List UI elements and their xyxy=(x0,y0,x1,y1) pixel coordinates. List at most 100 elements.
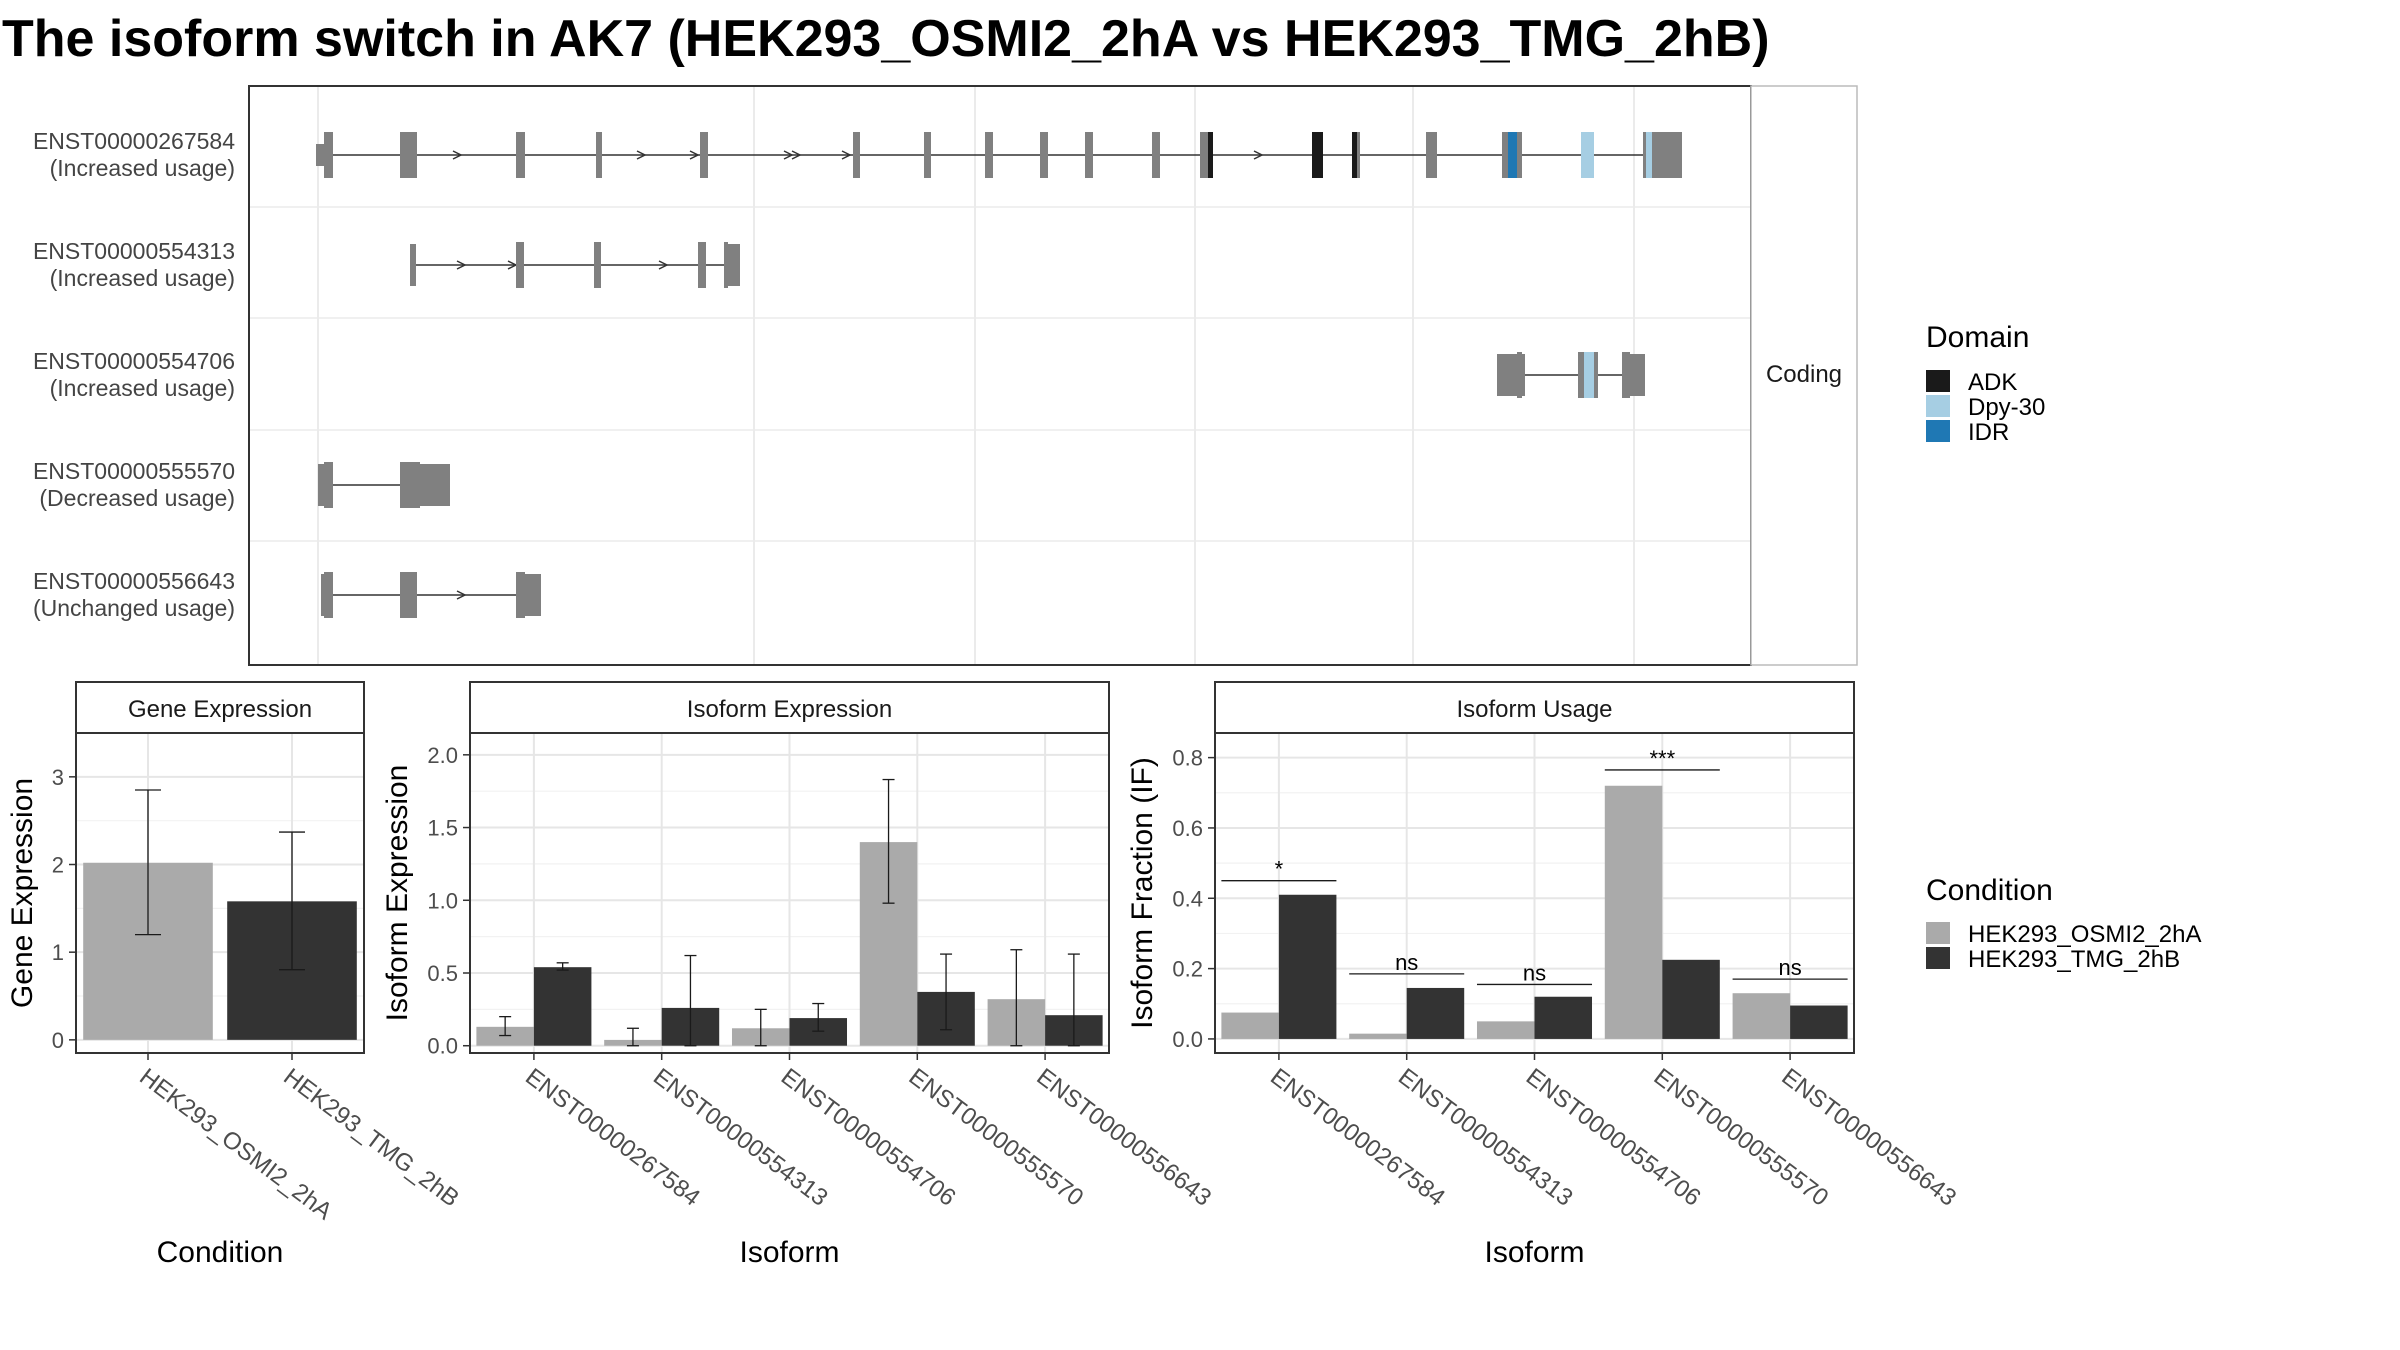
exon-block xyxy=(596,132,602,178)
exon-block xyxy=(1517,132,1522,178)
significance-label: * xyxy=(1275,857,1284,882)
exon-block xyxy=(924,132,931,178)
y-tick-label: 1 xyxy=(52,940,64,965)
exon-block xyxy=(516,242,524,288)
exon-block xyxy=(420,464,450,506)
y-tick-label: 0.8 xyxy=(1172,746,1203,771)
condition-legend-title: Condition xyxy=(1926,874,2053,907)
bar-HEK293_TMG_2hB xyxy=(1662,959,1720,1039)
condition-legend-label: HEK293_OSMI2_2hA xyxy=(1968,921,2201,948)
structure-panel: Coding ENST00000267584(Increased usage)E… xyxy=(33,85,1858,666)
domain-legend-label: ADK xyxy=(1968,369,2017,396)
strand-arrow xyxy=(658,260,669,270)
domain-legend-key xyxy=(1926,420,1950,442)
bar-HEK293_TMG_2hB xyxy=(1278,894,1337,1039)
exon-block xyxy=(594,242,601,288)
x-axis-title: Isoform xyxy=(1484,1236,1584,1269)
strand-arrow xyxy=(456,590,467,600)
strand-arrow xyxy=(456,260,467,270)
isoform-track-ENST00000554706 xyxy=(1497,352,1645,398)
exon-block-dpy-30 xyxy=(1584,352,1594,398)
domain-legend-key xyxy=(1926,395,1950,417)
domain-legend-title: Domain xyxy=(1926,321,2029,354)
exon-block xyxy=(400,132,417,178)
panel-strip xyxy=(469,681,1110,734)
y-tick-label: 1.0 xyxy=(427,888,458,913)
bar-HEK293_OSMI2_2hA xyxy=(1476,1021,1535,1039)
significance-label: ns xyxy=(1395,950,1418,975)
isoform-id-label: ENST00000556643 xyxy=(33,568,235,594)
y-tick-label: 1.5 xyxy=(427,816,458,841)
isoform-track-ENST00000554313 xyxy=(410,242,740,288)
exon-block xyxy=(410,244,416,286)
exon-block xyxy=(700,132,708,178)
isoform-usage-label: (Decreased usage) xyxy=(39,485,235,511)
exon-block xyxy=(1594,352,1598,398)
panel-strip xyxy=(1214,681,1855,734)
exon-block xyxy=(516,132,525,178)
y-tick-label: 0.4 xyxy=(1172,886,1203,911)
structure-labels: ENST00000267584(Increased usage) ENST0000… xyxy=(33,128,235,621)
y-axis-title: Isoform Fraction (IF) xyxy=(1126,757,1159,1029)
structure-grid xyxy=(249,86,1751,665)
domain-legend-label: Dpy-30 xyxy=(1968,394,2045,421)
exon-block xyxy=(1502,132,1508,178)
panel-strip-title: Isoform Expression xyxy=(687,696,892,723)
y-tick-label: 0.2 xyxy=(1172,957,1203,982)
exon-block xyxy=(324,132,333,178)
y-tick-label: 0 xyxy=(52,1028,64,1053)
structure-strip xyxy=(1750,85,1858,666)
y-axis-title: Isoform Expression xyxy=(381,765,414,1022)
y-tick-label: 2.0 xyxy=(427,743,458,768)
isoform-id-label: ENST00000267584 xyxy=(33,128,235,154)
bar-HEK293_OSMI2_2hA xyxy=(1349,1033,1407,1039)
isoform-track-ENST00000555570 xyxy=(318,462,450,508)
exon-block xyxy=(724,242,728,288)
domain-legend-key xyxy=(1926,370,1950,392)
strand-arrow xyxy=(689,150,700,160)
bar-HEK293_OSMI2_2hA xyxy=(1604,785,1663,1039)
condition-legend-key xyxy=(1926,922,1950,944)
y-axis-title: Gene Expression xyxy=(6,778,39,1008)
isoform-track-ENST00000267584 xyxy=(316,132,1682,178)
significance-label: *** xyxy=(1649,746,1675,771)
isoform-usage-label: (Increased usage) xyxy=(50,155,235,181)
exon-block xyxy=(1652,132,1682,178)
bar-HEK293_OSMI2_2hA xyxy=(476,1026,534,1046)
exon-block xyxy=(1426,132,1437,178)
exon-block-adk xyxy=(1312,132,1323,178)
x-axis-title: Isoform xyxy=(739,1236,839,1269)
exon-block xyxy=(316,144,326,166)
significance-label: ns xyxy=(1778,955,1801,980)
exon-block-adk xyxy=(1352,132,1357,178)
exon-block xyxy=(400,572,417,618)
isoform-id-label: ENST00000554313 xyxy=(33,238,235,264)
y-tick-label: 0.0 xyxy=(1172,1027,1203,1052)
bar-HEK293_TMG_2hB xyxy=(533,967,592,1046)
panel-strip xyxy=(75,681,365,734)
figure-title: The isoform switch in AK7 (HEK293_OSMI2_… xyxy=(2,10,1770,68)
bar-HEK293_OSMI2_2hA xyxy=(1732,993,1791,1039)
exon-block xyxy=(1200,132,1208,178)
exon-block xyxy=(400,462,420,508)
bar-HEK293_TMG_2hB xyxy=(1790,1005,1848,1039)
exon-block xyxy=(525,574,541,616)
exon-block xyxy=(698,242,706,288)
isoform-id-label: ENST00000554706 xyxy=(33,348,235,374)
structure-rows xyxy=(316,132,1682,618)
exon-block xyxy=(1357,132,1360,178)
bar-panels: Gene Expression0123HEK293_OSMI2_2hAHEK29… xyxy=(6,681,1961,1269)
exon-block xyxy=(321,574,324,616)
significance-label: ns xyxy=(1523,960,1546,985)
y-tick-label: 0.0 xyxy=(427,1034,458,1059)
y-tick-label: 0.6 xyxy=(1172,816,1203,841)
strand-arrow xyxy=(452,150,463,160)
exon-block-dpy-30 xyxy=(1646,132,1652,178)
x-axis-title: Condition xyxy=(157,1236,284,1269)
exon-block xyxy=(1622,352,1630,398)
panel-strip-title: Gene Expression xyxy=(128,696,312,723)
